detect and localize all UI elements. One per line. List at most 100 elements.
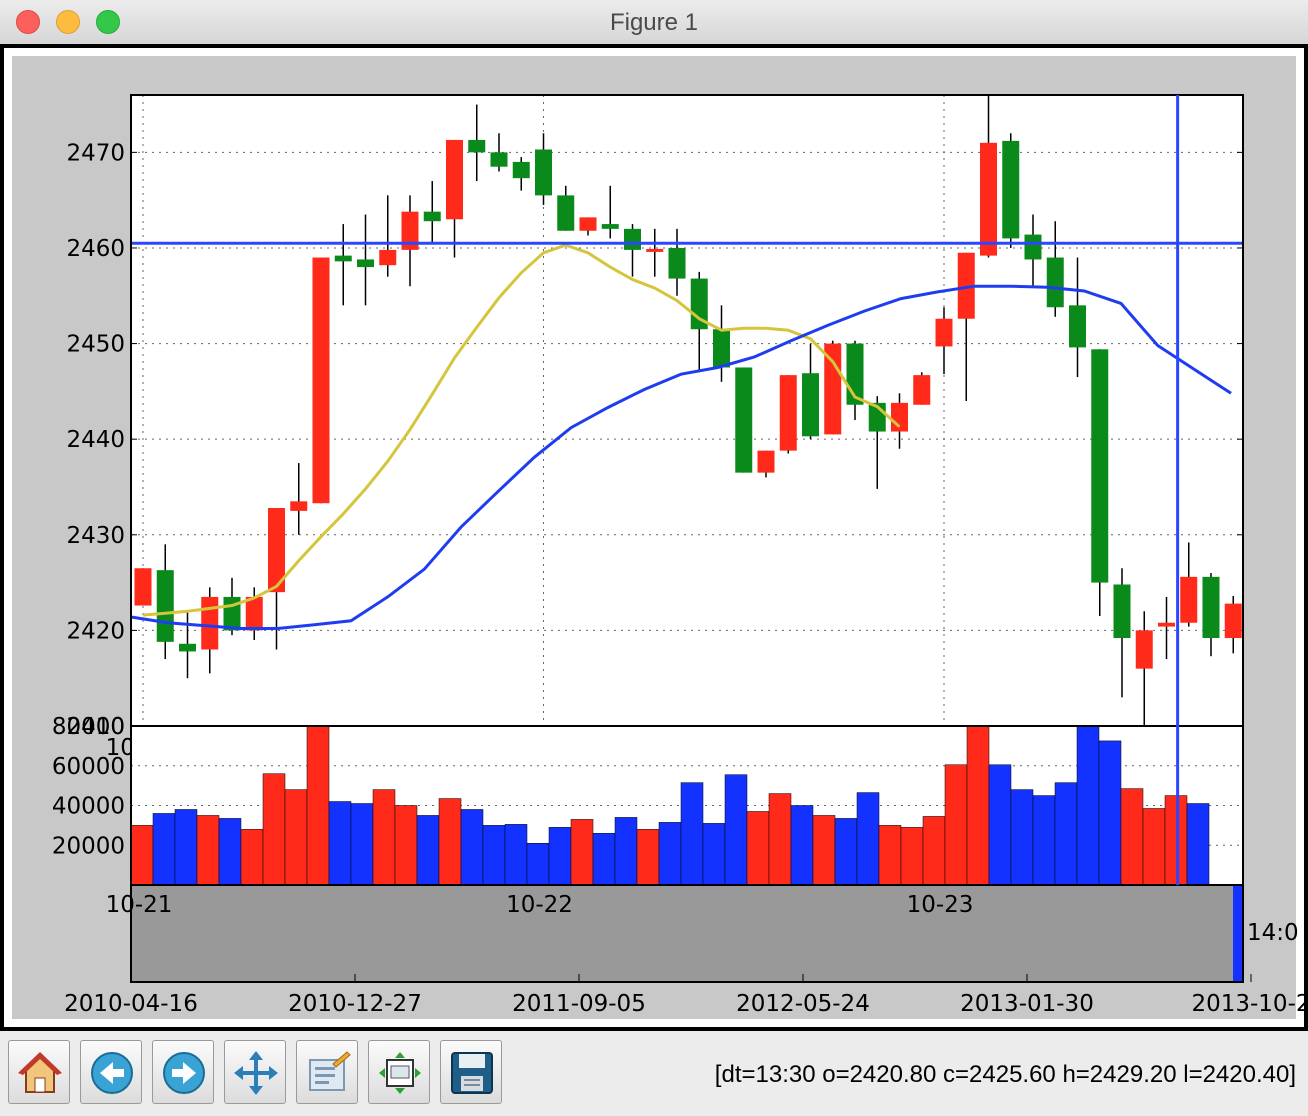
home-button[interactable] (8, 1040, 70, 1104)
candle-body (1135, 630, 1153, 669)
zoom-button[interactable] (296, 1040, 358, 1104)
subplots-button[interactable] (368, 1040, 430, 1104)
save-disk-icon (451, 1052, 493, 1094)
candle-body (757, 450, 775, 473)
volume-bar (856, 792, 880, 886)
volume-bar (218, 818, 242, 886)
volume-bar (944, 764, 968, 886)
navigator-xtick-label: 2011-09-05 (512, 991, 646, 1017)
subplots-icon (379, 1052, 421, 1094)
volume-bar (1076, 725, 1100, 886)
volume-bar (922, 816, 946, 886)
forward-button[interactable] (152, 1040, 214, 1104)
figure-canvas[interactable]: 2410 2420 2430 2440 2450 2460 2470 10-21 10-22 10… (0, 44, 1308, 1031)
candle-body (802, 373, 819, 437)
navigator-xtick-label: 2010-04-16 (64, 991, 198, 1017)
candle-body (1158, 622, 1175, 627)
back-button[interactable] (80, 1040, 142, 1104)
zoom-window-button[interactable] (96, 10, 120, 34)
navigator-inner-label: 10-23 (907, 892, 974, 918)
minimize-window-button[interactable] (56, 10, 80, 34)
volume-bar (284, 789, 308, 886)
volume-bar (306, 725, 330, 886)
candle-body (891, 402, 908, 432)
candle-body (201, 596, 219, 650)
candle-body (1113, 584, 1131, 639)
volume-bar (1032, 795, 1056, 886)
candle-body (423, 211, 441, 222)
candle-body (357, 259, 374, 268)
title-bar: Figure 1 (0, 0, 1308, 45)
volume-bar (702, 823, 726, 886)
candle-body (980, 142, 997, 256)
volume-bar (724, 774, 748, 886)
candle-body (1091, 349, 1109, 583)
candle-body (913, 375, 931, 405)
price-ytick-label: 2470 (66, 140, 125, 166)
volume-bar (790, 805, 814, 886)
volume-bar (812, 815, 836, 886)
candle-body (1024, 234, 1042, 260)
volume-bar (592, 833, 616, 886)
candle-body (646, 248, 664, 252)
forward-arrow-icon (163, 1052, 205, 1094)
candle-body (156, 570, 174, 642)
cursor-status-readout: [dt=13:30 o=2420.80 c=2425.60 h=2429.20 … (714, 1061, 1296, 1088)
volume-ytick-label: 40000 (52, 794, 125, 820)
candle-body (1224, 603, 1242, 639)
volume-bar (1120, 788, 1144, 886)
navigator-xtick-label: 2010-12-27 (288, 991, 422, 1017)
navigator-xtick-label: 2012-05-24 (736, 991, 870, 1017)
navigator-side-label: 14:0 (1247, 920, 1299, 946)
candle-body (1180, 576, 1198, 623)
price-ytick-label: 2460 (66, 236, 125, 262)
close-window-button[interactable] (16, 10, 40, 34)
figure-svg[interactable]: 2410 2420 2430 2440 2450 2460 2470 10-21 10-22 10… (4, 48, 1304, 1027)
candle-body (957, 252, 975, 319)
price-ytick-label: 2430 (66, 523, 125, 549)
volume-bar (900, 827, 924, 886)
volume-bar (328, 801, 352, 886)
volume-bar (548, 827, 572, 886)
navigator-window-marker[interactable] (1233, 885, 1243, 982)
price-ytick-label: 2440 (66, 427, 125, 453)
pan-arrows-icon (234, 1051, 278, 1095)
candle-body (779, 375, 797, 451)
candle-body (334, 255, 352, 262)
candle-body (668, 247, 686, 279)
volume-bar (1142, 808, 1166, 886)
volume-bar (152, 813, 176, 886)
volume-bar (1098, 740, 1122, 886)
navigator-xtick-label: 2013-10-2 (1191, 991, 1304, 1017)
navigator-xtick-label: 2013-01-30 (960, 991, 1094, 1017)
volume-bar (394, 805, 418, 886)
volume-bar (174, 809, 198, 886)
candle-body (1046, 257, 1064, 308)
volume-bar (526, 843, 550, 886)
volume-bar (240, 829, 264, 886)
save-button[interactable] (440, 1040, 502, 1104)
moving-average-slow-line (130, 284, 1232, 630)
candle-body (535, 149, 552, 196)
volume-bar (878, 825, 902, 886)
volume-bar (570, 819, 594, 886)
navigator-inner-label: 10-22 (506, 892, 573, 918)
candle-body (379, 249, 397, 266)
volume-bar (988, 764, 1012, 886)
navigation-toolbar: [dt=13:30 o=2420.80 c=2425.60 h=2429.20 … (0, 1031, 1308, 1116)
candle-body (512, 161, 530, 179)
price-ytick-label: 2420 (66, 618, 125, 644)
candle-body (1069, 305, 1086, 348)
volume-bar (966, 725, 990, 886)
pan-button[interactable] (224, 1040, 286, 1104)
volume-bar (1010, 789, 1034, 886)
candle-body (1202, 576, 1220, 639)
volume-bar (196, 815, 220, 886)
volume-bar (130, 825, 154, 886)
price-axes-background (131, 95, 1243, 726)
volume-ytick-label: 60000 (52, 754, 125, 780)
candle-body (735, 367, 753, 473)
volume-bar (680, 782, 704, 886)
volume-bar (482, 825, 506, 886)
price-ytick-label: 2450 (66, 332, 125, 358)
